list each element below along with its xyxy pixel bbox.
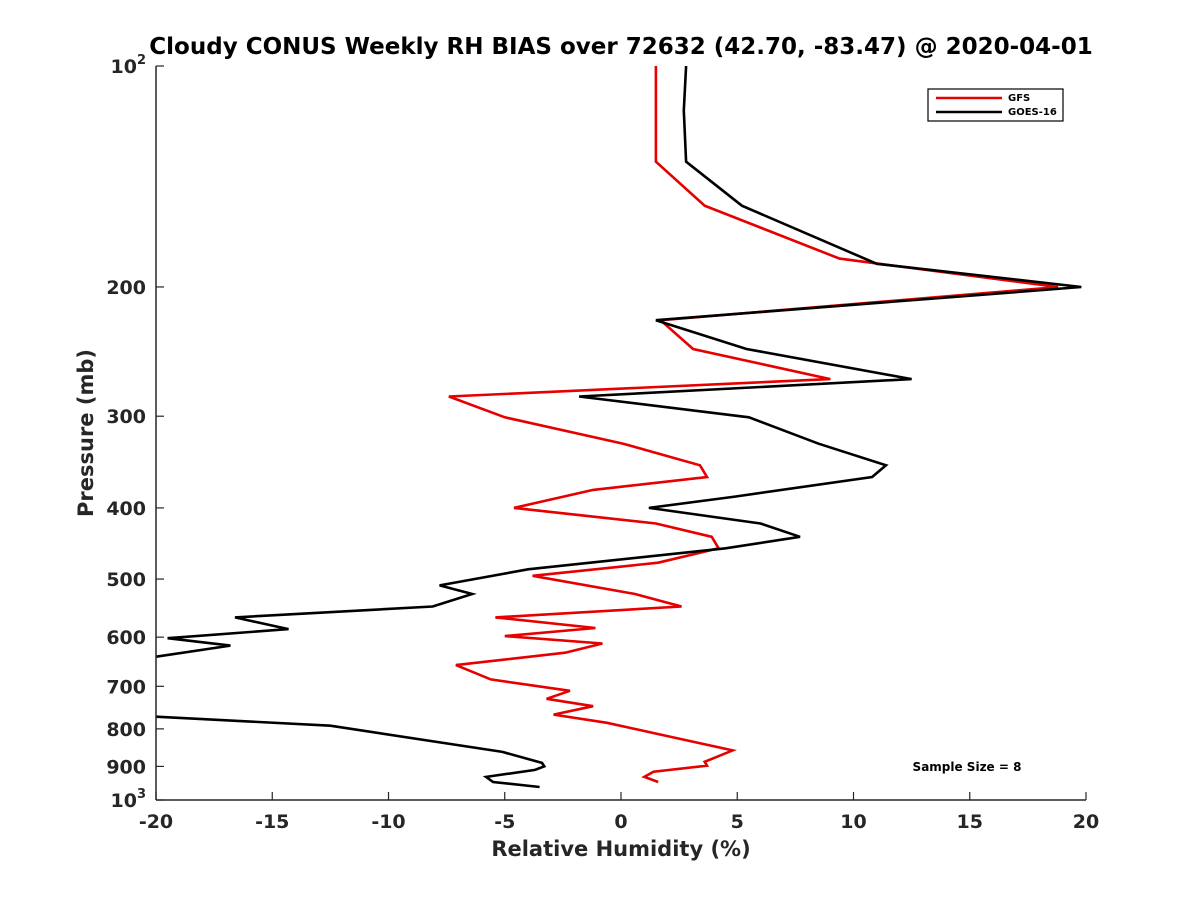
y-tick-label: 102 [111,53,147,78]
legend-box [927,88,1064,122]
y-tick-label-main: 600 [106,627,146,649]
x-tick-label: 5 [731,811,744,833]
series-line-gfs-0 [448,66,1059,784]
axes-layer [155,65,1087,801]
legend: GFS GOES-16 [927,88,1064,122]
y-tick-label: 800 [106,719,146,741]
y-tick-label: 500 [106,569,146,591]
y-tick-label: 900 [106,756,146,778]
x-tick-label: 15 [957,811,983,833]
y-tick-label-main: 700 [106,676,146,698]
y-tick-label: 400 [106,498,146,520]
x-tick-label: 0 [614,811,627,833]
x-axis-label: Relative Humidity (%) [491,837,750,861]
chart-title: Cloudy CONUS Weekly RH BIAS over 72632 (… [149,34,1092,60]
x-tick-label: 10 [840,811,866,833]
y-tick-label: 300 [106,406,146,428]
y-tick-label-main: 300 [106,406,146,428]
x-tick-label: -5 [494,811,515,833]
y-tick-label-main: 800 [106,719,146,741]
x-tick-label: -20 [139,811,173,833]
x-tick-labels: -20 -15 -10 -5 0 5 10 15 20 [139,811,1099,833]
y-tick-label-exponent: 2 [137,53,146,68]
y-tick-label-main: 200 [106,277,146,299]
y-tick-label: 600 [106,627,146,649]
y-tick-label: 103 [111,787,147,812]
series-line-goes16-1 [156,66,1082,659]
x-tick-label: -15 [255,811,289,833]
sample-size-annotation: Sample Size = 8 [913,760,1022,774]
y-tick-label-main: 500 [106,569,146,591]
y-tick-label-main: 400 [106,498,146,520]
y-tick-label: 200 [106,277,146,299]
y-tick-label-exponent: 3 [137,787,146,802]
y-tick-label-main: 10 [111,56,137,78]
x-tick-label: 20 [1073,811,1099,833]
legend-label-goes16: GOES-16 [1008,107,1057,118]
series-layer [156,66,1082,789]
x-tick-label: -10 [371,811,405,833]
y-tick-label: 700 [106,676,146,698]
y-tick-label-main: 900 [106,756,146,778]
y-axis-label: Pressure (mb) [74,349,98,517]
y-tick-label-main: 10 [111,790,137,812]
series-line-goes16-2 [156,715,547,789]
legend-label-gfs: GFS [1008,93,1030,104]
